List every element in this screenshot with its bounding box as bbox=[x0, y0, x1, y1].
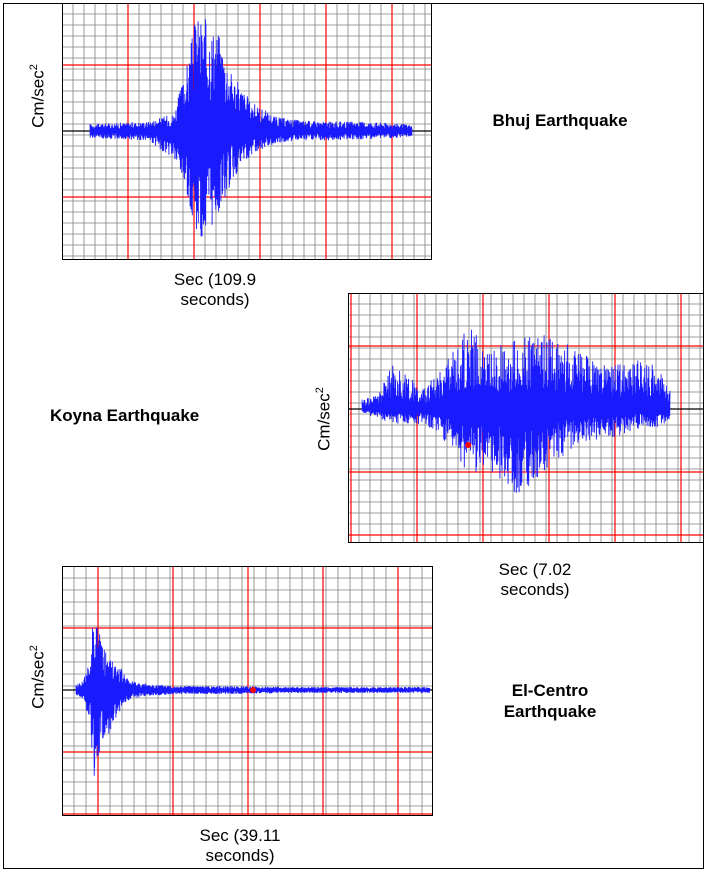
acceleration-trace bbox=[361, 329, 671, 493]
minor-grid bbox=[348, 293, 704, 543]
acceleration-trace bbox=[75, 627, 431, 776]
koyna-title: Koyna Earthquake bbox=[50, 406, 200, 425]
el-centro-plot-area bbox=[62, 566, 433, 816]
bhuj-plot-area bbox=[62, 3, 432, 260]
koyna-plot-area bbox=[348, 293, 704, 543]
plot-border bbox=[62, 3, 432, 260]
el-centro-y-axis-label: Cm/sec2 bbox=[28, 645, 48, 709]
el-centro-x-axis-label: Sec (39.11 seconds) bbox=[199, 826, 281, 865]
el-centro-title: El-Centro Earthquake bbox=[503, 681, 597, 721]
bhuj-x-axis-label: Sec (109.9 seconds) bbox=[173, 270, 257, 309]
red-marker-dot bbox=[465, 442, 472, 448]
plot-border bbox=[348, 293, 704, 543]
koyna-y-axis-label: Cm/sec2 bbox=[314, 387, 334, 451]
red-marker-dot bbox=[250, 687, 256, 693]
acceleration-trace bbox=[89, 19, 413, 237]
bhuj-title: Bhuj Earthquake bbox=[492, 111, 628, 130]
bhuj-y-axis-label: Cm/sec2 bbox=[28, 64, 48, 128]
koyna-x-axis-label: Sec (7.02 seconds) bbox=[498, 560, 572, 599]
plot-border bbox=[62, 566, 433, 816]
